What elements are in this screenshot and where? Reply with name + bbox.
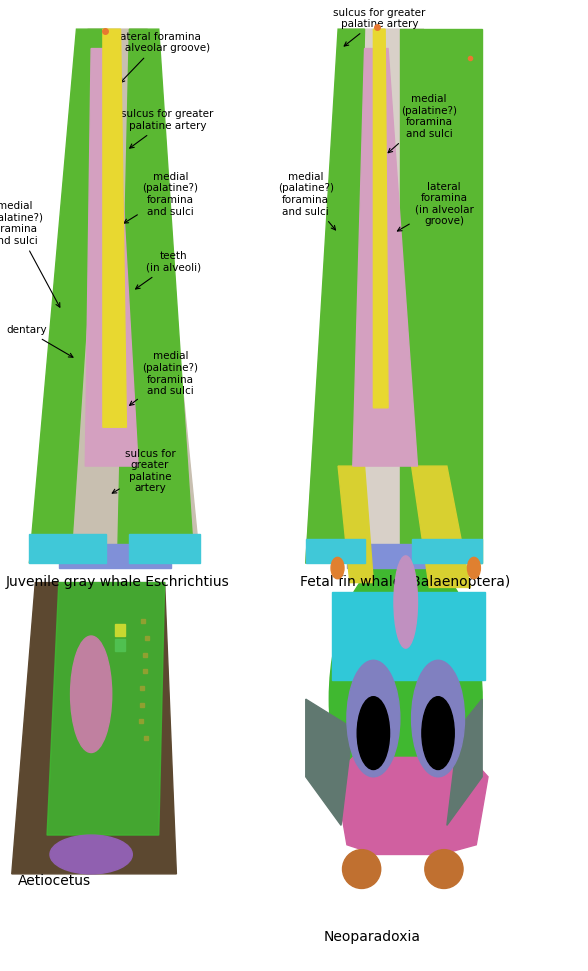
FancyBboxPatch shape — [332, 592, 485, 680]
FancyBboxPatch shape — [29, 534, 106, 563]
Text: teeth
(in alveoli): teeth (in alveoli) — [136, 251, 201, 289]
Polygon shape — [306, 699, 353, 825]
Ellipse shape — [412, 660, 465, 777]
Text: Fetal fin whale (Balaenoptera): Fetal fin whale (Balaenoptera) — [300, 575, 510, 588]
Ellipse shape — [71, 636, 112, 753]
Polygon shape — [335, 757, 488, 854]
Polygon shape — [306, 29, 365, 563]
Text: dentary: dentary — [6, 325, 73, 357]
Ellipse shape — [342, 850, 381, 888]
Polygon shape — [447, 699, 482, 825]
Ellipse shape — [425, 850, 463, 888]
Polygon shape — [400, 29, 482, 563]
Text: sulcus for
greater
palatine
artery: sulcus for greater palatine artery — [112, 449, 175, 493]
Text: sulcus for greater
palatine artery: sulcus for greater palatine artery — [333, 8, 426, 46]
Ellipse shape — [331, 557, 344, 579]
Text: Aetiocetus: Aetiocetus — [18, 874, 91, 887]
Text: Juvenile gray whale Eschrichtius: Juvenile gray whale Eschrichtius — [6, 575, 230, 588]
Polygon shape — [29, 29, 200, 563]
FancyBboxPatch shape — [347, 544, 429, 568]
Text: medial
(palatine?)
foramina
and sulci: medial (palatine?) foramina and sulci — [124, 172, 199, 223]
FancyBboxPatch shape — [115, 624, 125, 636]
Text: Neoparadoxia: Neoparadoxia — [323, 930, 420, 944]
Ellipse shape — [357, 697, 389, 769]
Text: medial
(palatine?)
foramina
and sulci: medial (palatine?) foramina and sulci — [278, 172, 336, 230]
Polygon shape — [85, 49, 138, 466]
Polygon shape — [338, 466, 373, 583]
Polygon shape — [118, 29, 194, 563]
Ellipse shape — [467, 557, 480, 579]
Polygon shape — [12, 583, 176, 874]
Polygon shape — [103, 29, 126, 427]
Polygon shape — [373, 29, 388, 408]
FancyBboxPatch shape — [59, 544, 171, 568]
Polygon shape — [412, 466, 470, 587]
Text: medial
(palatine?)
foramina
and sulci: medial (palatine?) foramina and sulci — [0, 201, 60, 307]
FancyBboxPatch shape — [115, 639, 125, 651]
Ellipse shape — [50, 835, 132, 874]
Polygon shape — [47, 583, 165, 835]
Polygon shape — [365, 787, 465, 845]
Text: sulcus for greater
palatine artery: sulcus for greater palatine artery — [121, 110, 214, 149]
Polygon shape — [353, 49, 417, 466]
Ellipse shape — [329, 553, 482, 845]
Text: medial
(palatine?)
foramina
and sulci: medial (palatine?) foramina and sulci — [129, 352, 199, 405]
Ellipse shape — [394, 555, 417, 649]
Ellipse shape — [347, 660, 400, 777]
Polygon shape — [306, 29, 482, 563]
Text: medial
(palatine?)
foramina
and sulci: medial (palatine?) foramina and sulci — [388, 94, 457, 152]
Text: lateral foramina
(in alveolar groove): lateral foramina (in alveolar groove) — [108, 32, 210, 83]
Polygon shape — [29, 29, 106, 563]
FancyBboxPatch shape — [412, 539, 482, 563]
Ellipse shape — [422, 697, 454, 769]
FancyBboxPatch shape — [129, 534, 200, 563]
Text: lateral
foramina
(in alveolar
groove): lateral foramina (in alveolar groove) — [397, 182, 473, 231]
FancyBboxPatch shape — [306, 539, 365, 563]
